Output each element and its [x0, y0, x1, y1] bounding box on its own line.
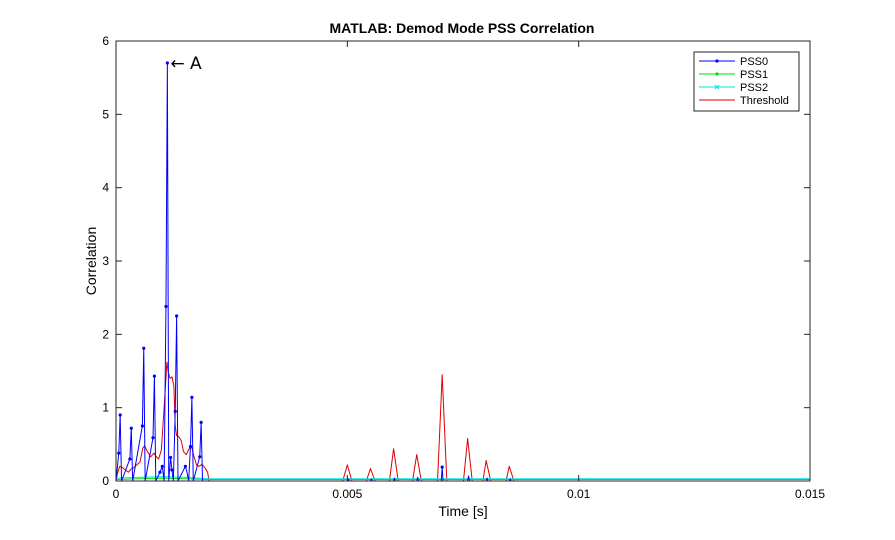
plot-area — [116, 41, 810, 481]
legend-label: PSS0 — [740, 56, 768, 68]
y-tick-label: 5 — [102, 107, 109, 121]
data-point-pss0 — [152, 374, 157, 378]
legend-item-pss0: PSS0 — [699, 56, 768, 68]
data-point-pss0 — [128, 457, 132, 461]
data-point-pss0 — [183, 464, 187, 468]
data-point-pss0 — [129, 426, 133, 430]
data-point-pss0 — [173, 409, 177, 413]
data-point-pss0 — [160, 464, 164, 468]
x-tick-label: 0 — [113, 487, 120, 501]
x-tick-label: 0.015 — [795, 487, 825, 501]
series-pss1 — [115, 477, 810, 481]
x-axis-ticks: 0 0.005 0.01 0.015 — [113, 41, 825, 501]
data-point-pss0 — [175, 314, 179, 318]
data-point-pss0 — [165, 61, 169, 65]
x-axis-label: Time [s] — [438, 503, 487, 519]
data-point-pss0 — [118, 413, 122, 417]
legend-label: PSS1 — [740, 69, 768, 81]
data-point-pss0 — [142, 346, 146, 350]
legend-marker — [714, 84, 720, 90]
legend-box — [693, 51, 800, 112]
data-point-pss0 — [198, 455, 202, 459]
y-axis-ticks: 0 1 2 3 4 5 6 — [102, 34, 810, 488]
series-line-pss2 — [115, 476, 810, 480]
data-point-pss0 — [188, 444, 193, 449]
data-point-pss0 — [199, 420, 203, 424]
data-point-pss0 — [190, 395, 194, 399]
data-point-pss0 — [140, 424, 144, 428]
legend-marker — [715, 72, 719, 76]
data-point-pss0 — [168, 455, 173, 460]
y-tick-label: 2 — [102, 327, 109, 341]
legend-item-threshold: Threshold — [699, 95, 789, 107]
y-tick-label: 4 — [102, 181, 109, 195]
annotation-label: ← A — [170, 54, 202, 74]
data-point-pss0 — [151, 436, 155, 440]
y-tick-label: 1 — [102, 401, 109, 415]
annotation-layer: ← A — [170, 54, 202, 74]
data-point-pss0 — [158, 470, 162, 474]
series-layer — [115, 61, 810, 482]
series-pss2 — [115, 476, 810, 480]
legend-label: PSS2 — [740, 82, 768, 94]
y-tick-label: 0 — [102, 474, 109, 488]
legend-item-pss2: PSS2 — [699, 82, 768, 94]
legend-label: Threshold — [740, 95, 789, 107]
x-tick-label: 0.01 — [567, 487, 591, 501]
data-point-pss0 — [164, 304, 168, 309]
chart-title: MATLAB: Demod Mode PSS Correlation — [330, 20, 595, 36]
legend-item-pss1: PSS1 — [699, 69, 768, 81]
legend-marker — [715, 59, 719, 63]
y-tick-label: 3 — [102, 254, 109, 268]
data-point-pss0 — [440, 465, 444, 469]
y-axis-label: Correlation — [83, 227, 99, 295]
data-point-pss0 — [117, 451, 121, 455]
y-tick-label: 6 — [102, 34, 109, 48]
data-point-pss0 — [170, 468, 174, 472]
x-tick-label: 0.005 — [332, 487, 362, 501]
series-line-pss1 — [115, 477, 810, 481]
